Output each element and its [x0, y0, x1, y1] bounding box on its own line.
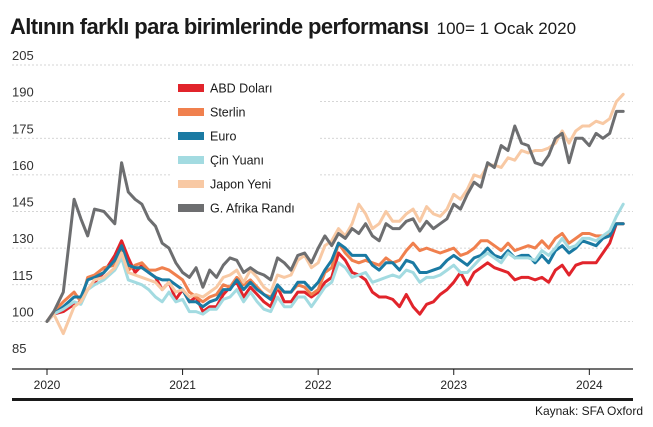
y-tick-label: 160 — [12, 158, 34, 173]
x-tick-label: 2024 — [576, 378, 603, 392]
legend-label: ABD Doları — [210, 82, 273, 96]
series-line-4 — [45, 92, 625, 336]
legend-label: G. Afrika Randı — [210, 202, 295, 216]
series-lines — [45, 92, 625, 336]
legend: ABD Doları Sterlin Euro Çin Yuanı Japon Yeni… — [170, 80, 320, 216]
legend-swatch — [178, 180, 204, 188]
grid-lines — [12, 64, 633, 322]
x-tick-label: 2020 — [34, 378, 61, 392]
series-line-3 — [45, 202, 625, 323]
y-tick-label: 205 — [12, 48, 34, 63]
series-line-5 — [45, 109, 625, 323]
legend-swatch — [178, 132, 204, 140]
x-tick-label: 2021 — [169, 378, 196, 392]
y-tick-label: 145 — [12, 195, 34, 210]
y-tick-label: 85 — [12, 341, 26, 356]
legend-label: Japon Yeni — [210, 178, 271, 192]
y-tick-label: 190 — [12, 85, 34, 100]
y-axis-ticks: 205 190 175 160 145 130 115 100 85 — [12, 48, 34, 356]
series-line-1 — [45, 222, 625, 323]
legend-label: Euro — [210, 130, 236, 144]
legend-background — [170, 80, 320, 216]
legend-swatch — [178, 84, 204, 92]
x-tick-label: 2023 — [440, 378, 467, 392]
series-line-2 — [45, 222, 625, 323]
x-axis — [12, 368, 633, 401]
y-tick-label: 100 — [12, 304, 34, 319]
y-tick-label: 115 — [12, 268, 33, 283]
y-tick-label: 130 — [12, 231, 34, 246]
bottom-rule — [12, 398, 633, 401]
x-axis-ticks: 2020 2021 2022 2023 2024 — [34, 369, 603, 392]
legend-swatch — [178, 204, 204, 212]
legend-swatch — [178, 108, 204, 116]
y-tick-label: 175 — [12, 121, 34, 136]
chart-title-block: Altının farklı para birimlerinde perform… — [10, 14, 576, 40]
legend-swatch — [178, 156, 204, 164]
legend-label: Sterlin — [210, 106, 245, 120]
x-tick-label: 2022 — [305, 378, 332, 392]
chart-subtitle: 100= 1 Ocak 2020 — [436, 19, 577, 38]
source-note: Kaynak: SFA Oxford — [534, 404, 643, 418]
legend-label: Çin Yuanı — [210, 154, 264, 168]
chart-title: Altının farklı para birimlerinde perform… — [10, 14, 429, 39]
